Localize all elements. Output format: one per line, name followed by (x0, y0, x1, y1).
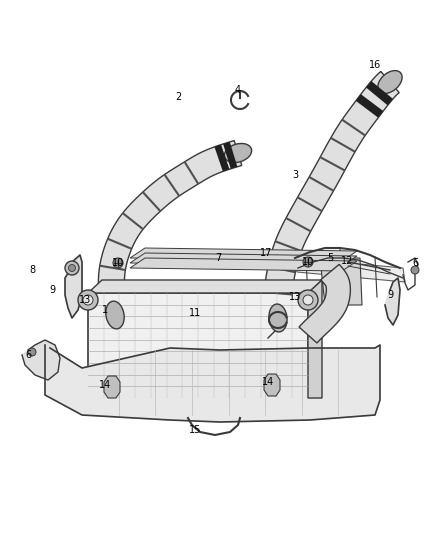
Text: 1: 1 (102, 305, 108, 315)
Text: 13: 13 (289, 292, 301, 302)
Polygon shape (264, 71, 399, 319)
Text: 9: 9 (49, 285, 55, 295)
Circle shape (68, 264, 75, 271)
Text: 14: 14 (99, 380, 111, 390)
Polygon shape (130, 258, 357, 271)
Text: 5: 5 (327, 253, 333, 263)
Polygon shape (99, 141, 242, 317)
Polygon shape (299, 264, 350, 343)
Ellipse shape (224, 143, 252, 163)
Text: 10: 10 (302, 257, 314, 267)
Text: 16: 16 (369, 60, 381, 70)
Circle shape (303, 295, 313, 305)
Polygon shape (45, 345, 380, 422)
Text: 15: 15 (189, 425, 201, 435)
Circle shape (65, 261, 79, 275)
Polygon shape (88, 280, 322, 293)
Circle shape (113, 258, 123, 268)
Polygon shape (65, 255, 82, 318)
Text: 2: 2 (175, 92, 181, 102)
Polygon shape (308, 280, 322, 398)
Text: 10: 10 (112, 258, 124, 268)
Bar (88, 293, 308, 398)
Text: 12: 12 (341, 256, 353, 266)
Text: 3: 3 (292, 170, 298, 180)
Text: 6: 6 (412, 258, 418, 268)
Text: 17: 17 (260, 248, 272, 258)
Circle shape (78, 290, 98, 310)
Circle shape (303, 257, 313, 267)
Text: 7: 7 (215, 253, 221, 263)
Text: 11: 11 (189, 308, 201, 318)
Polygon shape (22, 340, 60, 380)
Polygon shape (130, 253, 357, 266)
Text: 14: 14 (262, 377, 274, 387)
Circle shape (28, 348, 36, 356)
Ellipse shape (378, 70, 402, 93)
Polygon shape (264, 374, 280, 396)
Polygon shape (104, 376, 120, 398)
Text: 13: 13 (79, 295, 91, 305)
Polygon shape (295, 258, 405, 282)
Text: 6: 6 (25, 350, 31, 360)
Polygon shape (130, 248, 357, 261)
Text: 4: 4 (235, 85, 241, 95)
Circle shape (83, 295, 93, 305)
Circle shape (298, 290, 318, 310)
Circle shape (411, 266, 419, 274)
Text: 9: 9 (387, 290, 393, 300)
Text: 8: 8 (29, 265, 35, 275)
Ellipse shape (106, 301, 124, 329)
Ellipse shape (269, 304, 287, 332)
Polygon shape (320, 258, 362, 305)
Polygon shape (385, 278, 400, 325)
